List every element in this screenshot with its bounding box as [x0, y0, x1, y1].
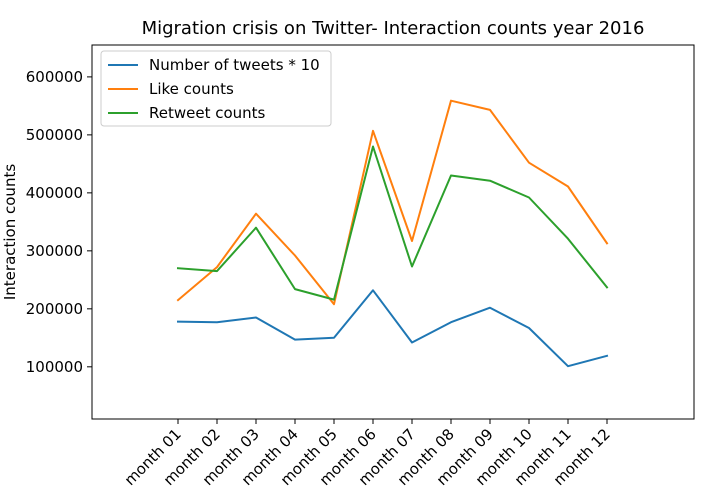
y-tick-label: 400000: [26, 184, 83, 202]
legend-box: [100, 50, 332, 127]
legend-label: Number of tweets * 10: [149, 56, 320, 74]
axes-frame: [91, 44, 695, 420]
y-tick-label: 600000: [26, 68, 83, 86]
chart-title: Migration crisis on Twitter- Interaction…: [142, 18, 645, 39]
legend-label: Like counts: [149, 80, 234, 98]
series-line-2: [176, 99, 609, 306]
legend-label: Retweet counts: [149, 104, 266, 122]
series-line-3: [176, 145, 609, 301]
y-tick-label: 200000: [26, 300, 83, 318]
legend: Number of tweets * 10 Like counts Retweet …: [100, 50, 332, 127]
y-tick-label: 300000: [26, 242, 83, 260]
y-axis-label: Interaction counts: [1, 164, 19, 300]
series-line-1: [176, 289, 609, 368]
y-tick-label: 500000: [26, 126, 83, 144]
y-tick-label: 100000: [26, 358, 83, 376]
